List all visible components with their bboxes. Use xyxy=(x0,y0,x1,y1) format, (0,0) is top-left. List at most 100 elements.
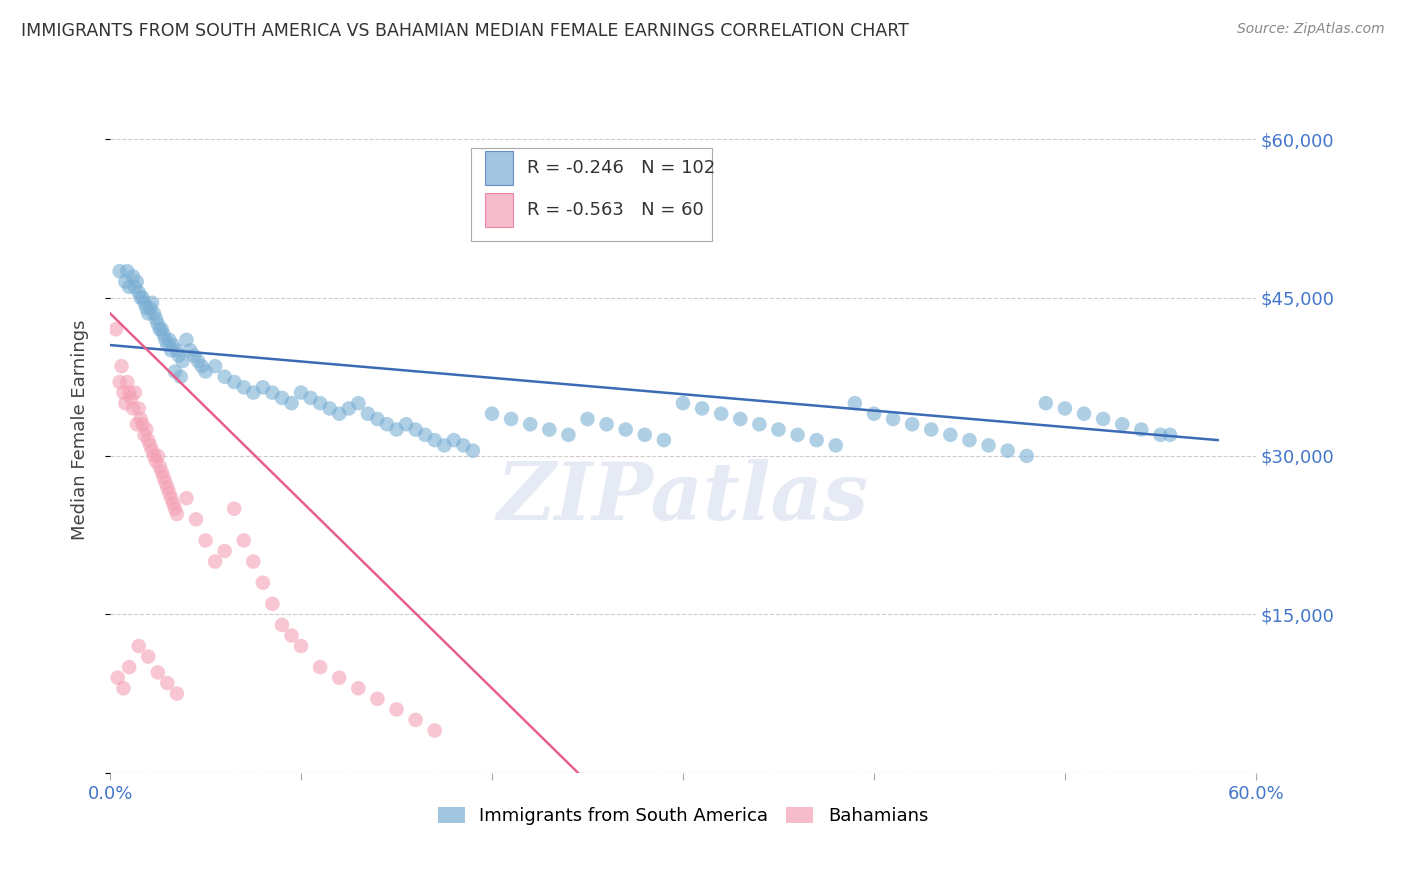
Point xyxy=(152,470,174,484)
Point xyxy=(232,533,254,548)
Point xyxy=(385,702,408,716)
Point xyxy=(204,359,226,374)
Point xyxy=(124,280,146,294)
Point xyxy=(118,280,141,294)
Point xyxy=(1159,427,1181,442)
Point xyxy=(280,628,302,642)
Point xyxy=(252,380,274,394)
Point xyxy=(224,501,246,516)
Point xyxy=(135,423,157,437)
Point xyxy=(112,681,135,696)
Point xyxy=(108,375,131,389)
Point xyxy=(844,396,866,410)
Point xyxy=(538,423,561,437)
Point xyxy=(131,417,153,432)
Point xyxy=(134,427,156,442)
Point xyxy=(347,396,370,410)
FancyBboxPatch shape xyxy=(485,193,513,227)
Point xyxy=(155,475,177,490)
Point xyxy=(110,359,132,374)
Point xyxy=(1073,407,1095,421)
Point xyxy=(328,671,350,685)
Point xyxy=(423,433,446,447)
Point xyxy=(1035,396,1057,410)
Point xyxy=(939,427,962,442)
Point xyxy=(242,555,264,569)
Point xyxy=(290,385,312,400)
Point xyxy=(136,649,159,664)
Point xyxy=(160,343,183,358)
Point xyxy=(318,401,340,416)
Point xyxy=(156,481,179,495)
Point xyxy=(1015,449,1038,463)
Point xyxy=(271,391,294,405)
Text: R = -0.246   N = 102: R = -0.246 N = 102 xyxy=(527,159,716,177)
Point xyxy=(179,343,201,358)
Point xyxy=(143,306,166,320)
Point xyxy=(139,301,162,315)
Point xyxy=(748,417,770,432)
Point xyxy=(366,691,388,706)
Point xyxy=(214,544,236,558)
Point xyxy=(167,349,190,363)
Point xyxy=(433,438,456,452)
Point xyxy=(385,423,408,437)
Point xyxy=(337,401,360,416)
Point xyxy=(299,391,322,405)
Point xyxy=(157,333,180,347)
Point xyxy=(882,412,904,426)
Point xyxy=(160,491,183,506)
Point xyxy=(824,438,846,452)
Point xyxy=(125,275,148,289)
Point xyxy=(134,296,156,310)
Point xyxy=(194,364,217,378)
Point xyxy=(614,423,637,437)
Point xyxy=(920,423,942,437)
Point xyxy=(156,338,179,352)
Point xyxy=(120,391,142,405)
Point xyxy=(375,417,398,432)
Point xyxy=(519,417,541,432)
Point xyxy=(309,396,332,410)
Point xyxy=(150,322,173,336)
Point xyxy=(576,412,599,426)
Point xyxy=(166,343,188,358)
Point xyxy=(152,327,174,342)
Point xyxy=(139,438,162,452)
Point xyxy=(501,412,523,426)
Point xyxy=(184,512,207,526)
Point xyxy=(672,396,695,410)
Point xyxy=(166,507,188,521)
Point xyxy=(423,723,446,738)
Point xyxy=(107,671,129,685)
Text: R = -0.563   N = 60: R = -0.563 N = 60 xyxy=(527,201,704,219)
Legend: Immigrants from South America, Bahamians: Immigrants from South America, Bahamians xyxy=(430,799,935,832)
Point xyxy=(1111,417,1133,432)
Point xyxy=(204,555,226,569)
Point xyxy=(901,417,924,432)
Point xyxy=(595,417,617,432)
Point xyxy=(309,660,332,674)
Point xyxy=(634,427,657,442)
Point xyxy=(461,443,484,458)
Point xyxy=(262,385,284,400)
Point xyxy=(1092,412,1115,426)
Point xyxy=(128,285,150,300)
Point xyxy=(768,423,790,437)
Point xyxy=(224,375,246,389)
Point xyxy=(863,407,886,421)
Point xyxy=(122,401,145,416)
Point xyxy=(959,433,981,447)
Point xyxy=(443,433,465,447)
Point xyxy=(166,687,188,701)
Point xyxy=(413,427,436,442)
Point xyxy=(405,423,427,437)
Point xyxy=(357,407,380,421)
Point xyxy=(187,354,209,368)
Point xyxy=(271,618,294,632)
Point xyxy=(214,369,236,384)
Point xyxy=(118,660,141,674)
Point xyxy=(146,317,169,331)
Point xyxy=(347,681,370,696)
Point xyxy=(150,465,173,479)
